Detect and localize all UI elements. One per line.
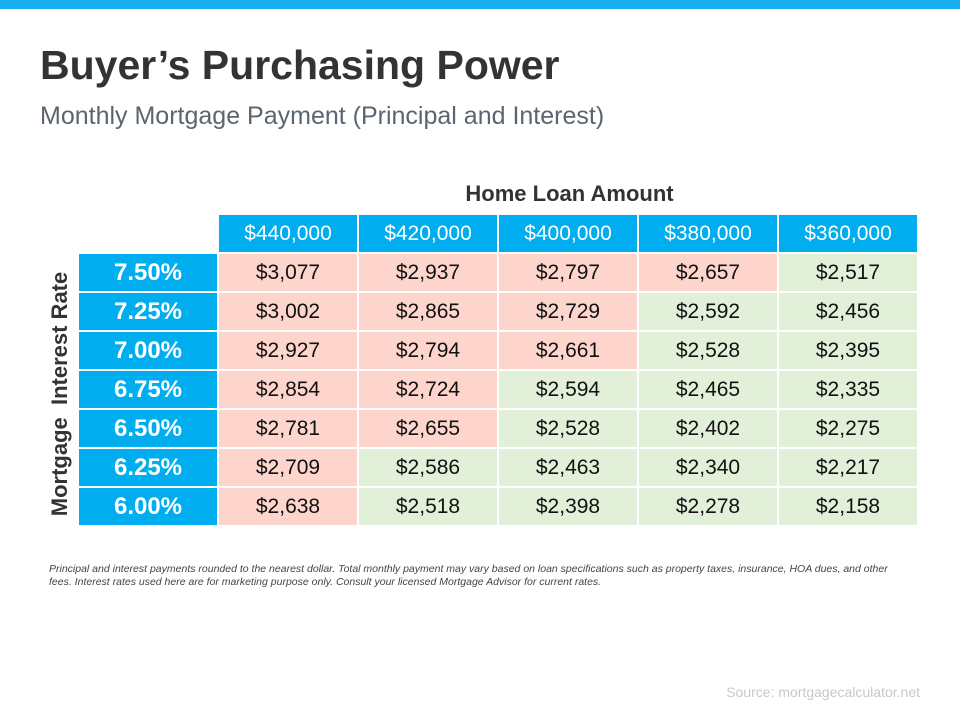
- loan-amount-header: $440,000: [219, 215, 357, 252]
- table-row: 6.50% $2,781 $2,655 $2,528 $2,402 $2,275: [79, 410, 917, 447]
- payment-cell: $2,657: [639, 254, 777, 291]
- payment-cell: $2,854: [219, 371, 357, 408]
- payment-cell: $2,638: [219, 488, 357, 525]
- payment-cell: $2,528: [639, 332, 777, 369]
- table-row: 7.00% $2,927 $2,794 $2,661 $2,528 $2,395: [79, 332, 917, 369]
- payment-cell: $2,217: [779, 449, 917, 486]
- payment-cell: $2,402: [639, 410, 777, 447]
- payment-cell: $2,463: [499, 449, 637, 486]
- payment-cell: $2,395: [779, 332, 917, 369]
- footnote: Principal and interest payments rounded …: [49, 563, 888, 588]
- payment-cell: $2,794: [359, 332, 497, 369]
- loan-amount-header: $360,000: [779, 215, 917, 252]
- payment-cell: $3,002: [219, 293, 357, 330]
- interest-rate-cell: 6.50%: [79, 410, 217, 447]
- payment-cell: $2,278: [639, 488, 777, 525]
- payment-cell: $2,592: [639, 293, 777, 330]
- payment-cell: $2,661: [499, 332, 637, 369]
- corner-cell: [79, 215, 217, 252]
- table-row: 6.75% $2,854 $2,724 $2,594 $2,465 $2,335: [79, 371, 917, 408]
- table-row: 6.25% $2,709 $2,586 $2,463 $2,340 $2,217: [79, 449, 917, 486]
- payment-cell: $2,709: [219, 449, 357, 486]
- payment-table: $440,000 $420,000 $400,000 $380,000 $360,000…: [77, 213, 919, 527]
- payment-cell: $2,275: [779, 410, 917, 447]
- payment-cell: $2,781: [219, 410, 357, 447]
- loan-amount-header: $380,000: [639, 215, 777, 252]
- payment-cell: $2,517: [779, 254, 917, 291]
- payment-cell: $2,594: [499, 371, 637, 408]
- interest-rate-cell: 7.25%: [79, 293, 217, 330]
- payment-cell: $2,518: [359, 488, 497, 525]
- payment-cell: $2,724: [359, 371, 497, 408]
- row-axis-title: Mortgage Interest Rate: [47, 271, 72, 517]
- payment-cell: $2,465: [639, 371, 777, 408]
- payment-cell: $2,528: [499, 410, 637, 447]
- payment-cell: $2,797: [499, 254, 637, 291]
- loan-amount-header: $400,000: [499, 215, 637, 252]
- page-title: Buyer’s Purchasing Power: [40, 42, 560, 88]
- payment-cell: $2,927: [219, 332, 357, 369]
- payment-cell: $2,865: [359, 293, 497, 330]
- payment-cell: $2,398: [499, 488, 637, 525]
- interest-rate-cell: 7.00%: [79, 332, 217, 369]
- payment-cell: $2,937: [359, 254, 497, 291]
- column-axis-title: Home Loan Amount: [465, 181, 674, 206]
- payment-cell: $2,729: [499, 293, 637, 330]
- table-row: 7.25% $3,002 $2,865 $2,729 $2,592 $2,456: [79, 293, 917, 330]
- payment-cell: $2,456: [779, 293, 917, 330]
- interest-rate-cell: 6.25%: [79, 449, 217, 486]
- payment-cell: $2,335: [779, 371, 917, 408]
- interest-rate-cell: 6.75%: [79, 371, 217, 408]
- source-credit: Source: mortgagecalculator.net: [726, 684, 920, 700]
- loan-amount-header: $420,000: [359, 215, 497, 252]
- table-row: 6.00% $2,638 $2,518 $2,398 $2,278 $2,158: [79, 488, 917, 525]
- payment-cell: $3,077: [219, 254, 357, 291]
- payment-cell: $2,158: [779, 488, 917, 525]
- interest-rate-cell: 7.50%: [79, 254, 217, 291]
- interest-rate-cell: 6.00%: [79, 488, 217, 525]
- top-accent-bar: [0, 0, 960, 9]
- page-subtitle: Monthly Mortgage Payment (Principal and …: [40, 102, 605, 130]
- payment-cell: $2,340: [639, 449, 777, 486]
- header-row: $440,000 $420,000 $400,000 $380,000 $360,000: [79, 215, 917, 252]
- payment-cell: $2,655: [359, 410, 497, 447]
- table-row: 7.50% $3,077 $2,937 $2,797 $2,657 $2,517: [79, 254, 917, 291]
- payment-cell: $2,586: [359, 449, 497, 486]
